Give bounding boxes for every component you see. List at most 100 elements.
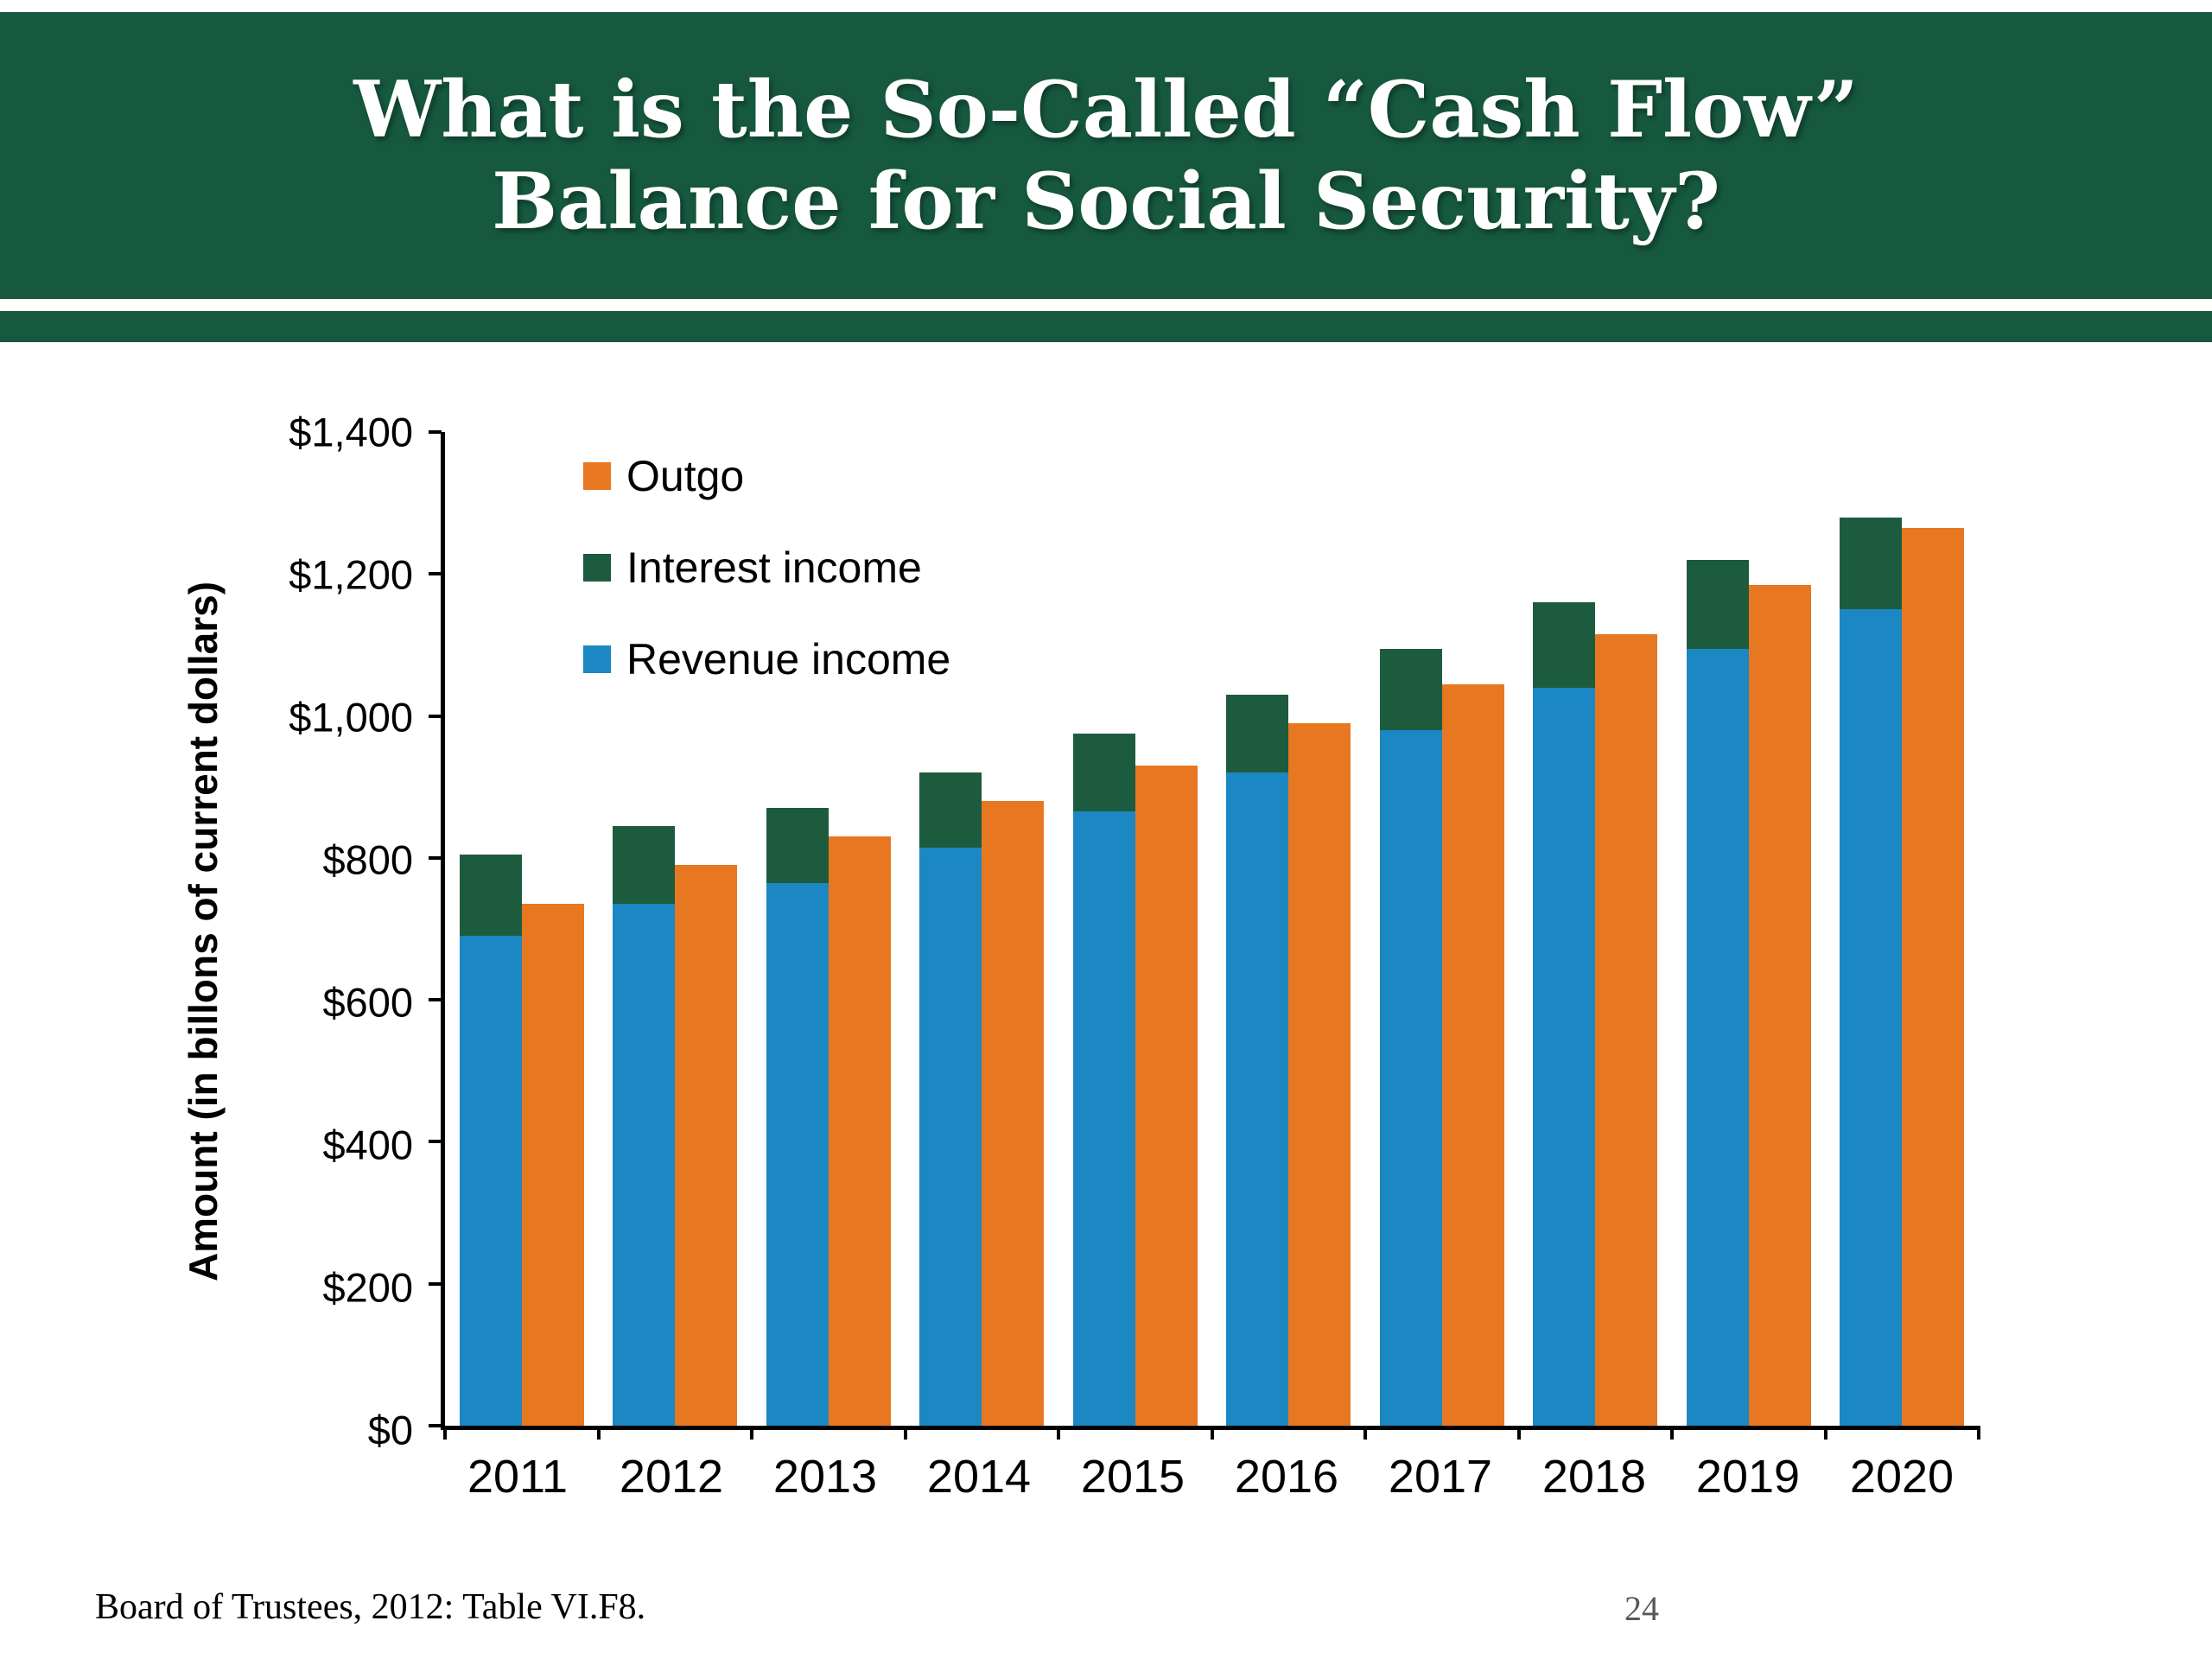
- outgo-bar: [1288, 432, 1351, 1426]
- revenue-income-segment: [919, 847, 982, 1426]
- legend-item: Interest income: [583, 543, 950, 593]
- y-tick-mark: [429, 1281, 442, 1286]
- revenue-income-segment: [459, 936, 522, 1426]
- interest-income-segment: [459, 854, 522, 937]
- interest-income-segment: [1226, 694, 1289, 773]
- income-stacked-bar: [459, 432, 522, 1426]
- bar-group-2018: [1519, 432, 1673, 1426]
- interest-income-segment: [1379, 648, 1442, 730]
- y-tick-mark: [429, 572, 442, 576]
- y-tick-label: $400: [322, 1122, 413, 1168]
- y-tick-mark: [429, 855, 442, 860]
- y-tick-mark: [429, 998, 442, 1002]
- outgo-bar: [675, 432, 738, 1426]
- x-tick-mark: [1516, 1426, 1521, 1440]
- x-tick-label: 2014: [926, 1451, 1032, 1503]
- interest-income-segment: [613, 825, 676, 905]
- outgo-segment: [1902, 527, 1965, 1426]
- outgo-segment: [1595, 634, 1658, 1426]
- x-tick-mark: [903, 1426, 907, 1440]
- x-tick-label: 2018: [1541, 1451, 1647, 1503]
- revenue-income-segment: [1072, 811, 1135, 1426]
- y-tick-mark: [429, 1140, 442, 1144]
- income-stacked-bar: [1686, 432, 1749, 1426]
- outgo-bar: [982, 432, 1045, 1426]
- interest-income-segment: [1533, 602, 1596, 688]
- outgo-segment: [521, 904, 584, 1426]
- slide-title-line1: What is the So-Called “Cash Flow”: [353, 63, 1859, 156]
- revenue-income-segment: [1379, 730, 1442, 1426]
- legend-label: Interest income: [626, 543, 922, 592]
- outgo-segment: [828, 836, 891, 1426]
- interest-income-segment: [919, 772, 982, 848]
- legend-swatch: [583, 645, 611, 673]
- x-tick-mark: [1057, 1426, 1060, 1440]
- bar-group-2019: [1672, 432, 1826, 1426]
- y-tick-mark: [429, 1424, 442, 1427]
- x-tick-label: 2020: [1849, 1451, 1955, 1503]
- legend-swatch: [583, 462, 611, 490]
- outgo-segment: [1748, 584, 1811, 1426]
- x-tick-mark: [1823, 1426, 1827, 1440]
- y-axis-tick-labels: $0 $200 $400 $600 $800 $1,000 $1,200 $1,400: [0, 410, 413, 1453]
- income-stacked-bar: [1533, 432, 1596, 1426]
- x-tick-label: 2017: [1388, 1451, 1493, 1503]
- x-tick-mark: [1210, 1426, 1214, 1440]
- outgo-segment: [1288, 722, 1351, 1426]
- outgo-bar: [1135, 432, 1198, 1426]
- revenue-income-segment: [1686, 648, 1749, 1426]
- x-tick-label: 2013: [772, 1451, 878, 1503]
- legend-label: Outgo: [626, 452, 745, 500]
- header-band: What is the So-Called “Cash Flow” Balanc…: [0, 12, 2212, 299]
- bar-group-2011: [445, 432, 599, 1426]
- bar-group-2017: [1365, 432, 1519, 1426]
- legend-item: Revenue income: [583, 634, 950, 684]
- interest-income-segment: [1686, 559, 1749, 649]
- x-axis-labels: 2011 2012 2013 2014 2015 2016 2017 2018 2019 2020: [441, 1450, 1979, 1503]
- x-tick-mark: [1670, 1426, 1674, 1440]
- x-tick-mark: [750, 1426, 753, 1440]
- interest-income-segment: [766, 808, 829, 883]
- outgo-bar: [828, 432, 891, 1426]
- x-tick-label: 2012: [619, 1451, 724, 1503]
- bar-group-2014: [906, 432, 1059, 1426]
- income-stacked-bar: [1840, 432, 1903, 1426]
- income-stacked-bar: [1072, 432, 1135, 1426]
- income-stacked-bar: [766, 432, 829, 1426]
- bar-group-2013: [752, 432, 906, 1426]
- outgo-bar: [1902, 432, 1965, 1426]
- y-tick-mark: [429, 714, 442, 718]
- y-tick-label: $1,000: [289, 694, 413, 741]
- interest-income-segment: [1840, 517, 1903, 610]
- outgo-bar: [1441, 432, 1504, 1426]
- legend-swatch: [583, 554, 611, 582]
- revenue-income-segment: [1840, 609, 1903, 1426]
- bars-row: [445, 432, 1979, 1426]
- x-tick-mark: [596, 1426, 601, 1440]
- legend-label: Revenue income: [626, 635, 951, 683]
- source-citation: Board of Trustees, 2012: Table VI.F8.: [95, 1587, 646, 1627]
- income-stacked-bar: [1379, 432, 1442, 1426]
- outgo-bar: [1748, 432, 1811, 1426]
- y-tick-label: $200: [322, 1264, 413, 1311]
- y-tick-mark: [429, 430, 442, 434]
- revenue-income-segment: [766, 882, 829, 1426]
- revenue-income-segment: [613, 904, 676, 1426]
- revenue-income-segment: [1533, 687, 1596, 1426]
- x-tick-label: 2016: [1234, 1451, 1339, 1503]
- x-tick-label: 2011: [467, 1451, 569, 1503]
- outgo-segment: [982, 801, 1045, 1426]
- y-tick-label: $600: [322, 979, 413, 1026]
- x-tick-mark: [1363, 1426, 1367, 1440]
- y-tick-label: $1,400: [289, 409, 413, 455]
- outgo-bar: [521, 432, 584, 1426]
- x-tick-label: 2015: [1080, 1451, 1185, 1503]
- plot-area: Outgo Interest income Revenue income: [429, 430, 1980, 1440]
- outgo-segment: [1135, 766, 1198, 1426]
- slide-title: What is the So-Called “Cash Flow” Balanc…: [353, 64, 1859, 247]
- y-tick-label: $800: [322, 836, 413, 883]
- y-tick-label: $1,200: [289, 551, 413, 598]
- outgo-segment: [675, 865, 738, 1426]
- income-stacked-bar: [919, 432, 982, 1426]
